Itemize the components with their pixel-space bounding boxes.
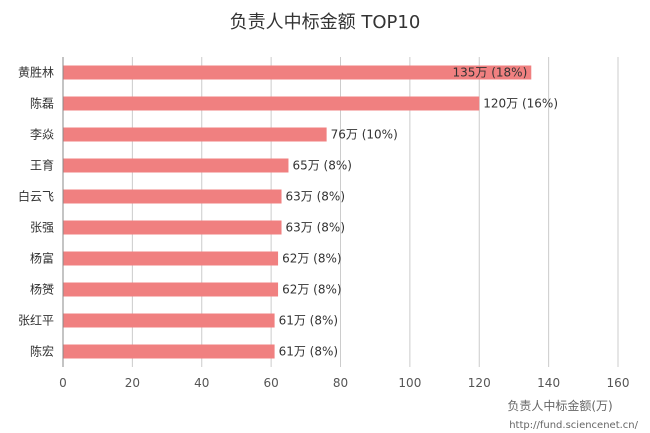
- bar-3: [63, 127, 327, 142]
- chart-title: 负责人中标金额 TOP10: [230, 12, 421, 33]
- bar-9: [63, 313, 275, 328]
- data-label-9: 61万 (8%): [279, 314, 339, 328]
- source-url: http://fund.sciencenet.cn/: [509, 420, 638, 431]
- category-label-7: 杨富: [30, 251, 54, 266]
- x-tick-label-140: 140: [537, 376, 560, 390]
- category-label-4: 王育: [30, 158, 54, 173]
- bar-7: [63, 251, 279, 266]
- x-tick-label-160: 160: [607, 376, 630, 390]
- bars: [63, 65, 532, 359]
- bar-10: [63, 344, 275, 359]
- data-label-7: 62万 (8%): [282, 252, 342, 266]
- bar-8: [63, 282, 279, 297]
- x-tick-label-80: 80: [333, 376, 348, 390]
- bar-2: [63, 96, 480, 111]
- data-label-1: 135万 (18%): [453, 66, 528, 80]
- category-label-1: 黄胜林: [18, 65, 54, 80]
- category-label-8: 杨赟: [30, 282, 54, 297]
- bar-6: [63, 220, 282, 235]
- bar-4: [63, 158, 289, 173]
- data-labels: 135万 (18%) 120万 (16%) 76万 (10%) 65万 (8%) 63万…: [279, 66, 558, 359]
- data-label-3: 76万 (10%): [331, 128, 398, 142]
- category-label-2: 陈磊: [30, 96, 54, 111]
- category-label-6: 张强: [30, 221, 54, 235]
- x-tick-label-0: 0: [59, 376, 67, 390]
- category-label-9: 张红平: [18, 313, 54, 328]
- x-tick-label-40: 40: [194, 376, 209, 390]
- data-label-10: 61万 (8%): [279, 345, 339, 359]
- category-label-3: 李焱: [30, 127, 54, 142]
- x-tick-label-100: 100: [398, 376, 421, 390]
- x-tick-label-60: 60: [263, 376, 278, 390]
- bar-1: [63, 65, 532, 80]
- category-label-5: 白云飞: [18, 189, 54, 204]
- data-label-2: 120万 (16%): [483, 97, 558, 111]
- x-axis-title: 负责人中标金额(万): [507, 398, 612, 413]
- data-label-6: 63万 (8%): [286, 221, 346, 235]
- data-label-8: 62万 (8%): [282, 283, 342, 297]
- data-label-4: 65万 (8%): [292, 159, 352, 173]
- category-label-10: 陈宏: [30, 344, 54, 359]
- x-tick-labels: 0 20 40 60 80 100 120 140 160: [59, 376, 629, 390]
- data-label-5: 63万 (8%): [286, 190, 346, 204]
- bar-5: [63, 189, 282, 204]
- x-tick-label-20: 20: [125, 376, 140, 390]
- x-tick-label-120: 120: [468, 376, 491, 390]
